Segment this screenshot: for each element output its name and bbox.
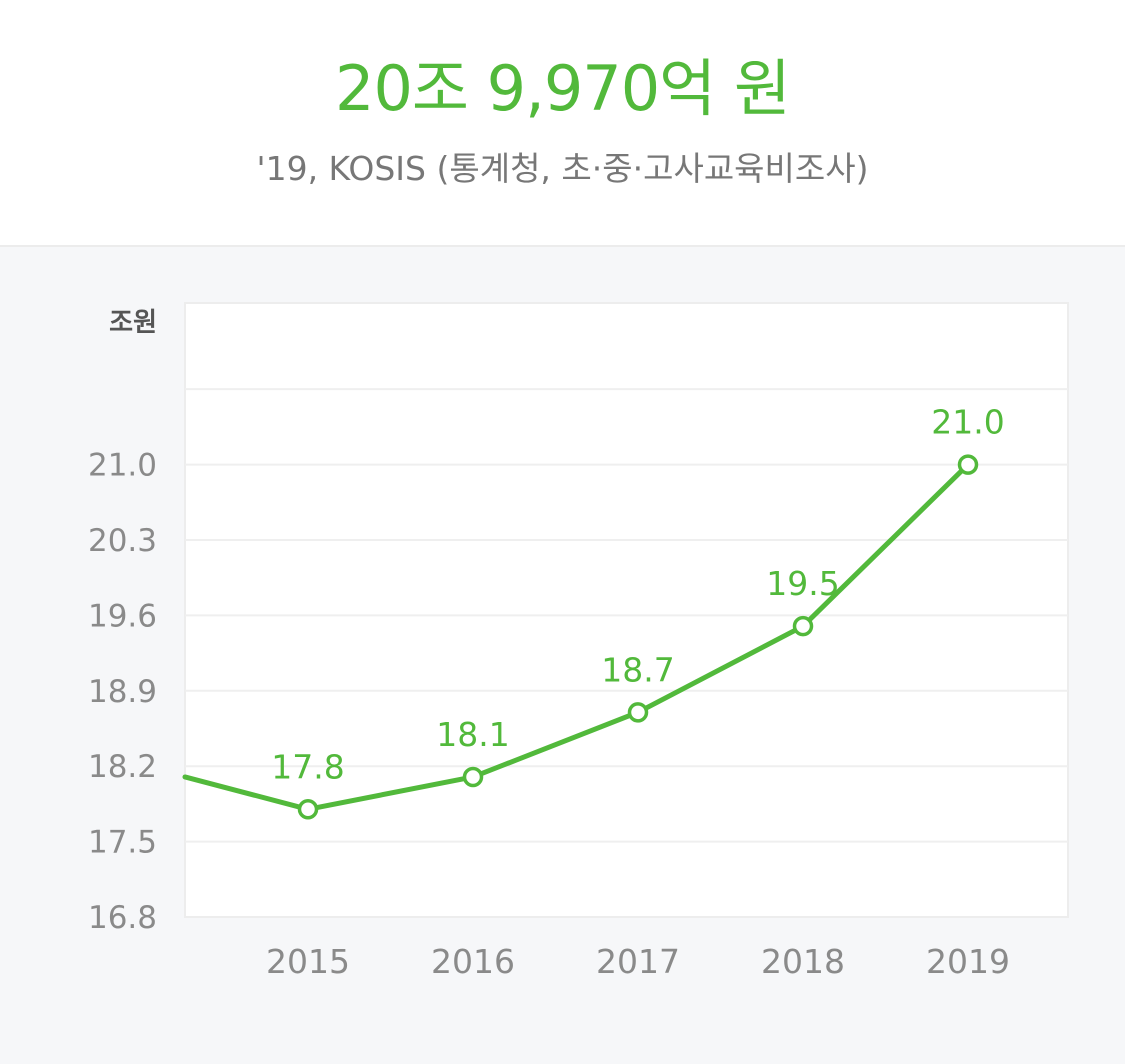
- x-tick-label: 2016: [431, 942, 515, 981]
- y-tick-label: 20.3: [88, 523, 157, 559]
- data-label: 18.7: [601, 650, 674, 689]
- data-label: 19.5: [766, 564, 839, 603]
- source-caption: '19, KOSIS (통계청, 초·중·고사교육비조사): [256, 149, 869, 188]
- data-label: 21.0: [931, 403, 1004, 442]
- data-points: [297, 454, 979, 820]
- x-tick-label: 2019: [926, 942, 1010, 981]
- y-axis-ticks: 16.8 17.5 18.2 18.9 19.6 20.3 21.0: [88, 448, 157, 936]
- data-labels: 17.8 18.1 18.7 19.5 21.0: [271, 403, 1004, 787]
- data-point: [297, 799, 319, 820]
- x-tick-label: 2018: [761, 942, 845, 981]
- data-label: 17.8: [271, 747, 344, 786]
- y-tick-label: 18.9: [88, 674, 157, 710]
- y-tick-label: 18.2: [88, 749, 157, 785]
- data-point: [792, 615, 814, 637]
- y-tick-label: 17.5: [88, 825, 157, 861]
- x-axis-ticks: 2015 2016 2017 2018 2019: [266, 942, 1010, 981]
- y-tick-label: 19.6: [88, 598, 157, 634]
- series-line: [182, 462, 971, 812]
- gridlines: [185, 388, 1068, 843]
- plot-area: [184, 302, 1069, 918]
- x-tick-label: 2015: [266, 942, 350, 981]
- y-tick-label: 21.0: [88, 448, 157, 484]
- data-label: 18.1: [436, 715, 509, 754]
- data-point: [462, 766, 484, 788]
- y-axis-unit-label: 조원: [109, 308, 157, 338]
- y-tick-label: 16.8: [88, 900, 157, 936]
- headline-value: 20조 9,970억 원: [335, 52, 791, 125]
- data-point: [627, 702, 649, 723]
- header: 20조 9,970억 원 '19, KOSIS (통계청, 초·중·고사교육비조…: [0, 0, 1125, 245]
- divider: [0, 245, 1125, 247]
- x-tick-label: 2017: [596, 942, 680, 981]
- data-point: [957, 454, 979, 475]
